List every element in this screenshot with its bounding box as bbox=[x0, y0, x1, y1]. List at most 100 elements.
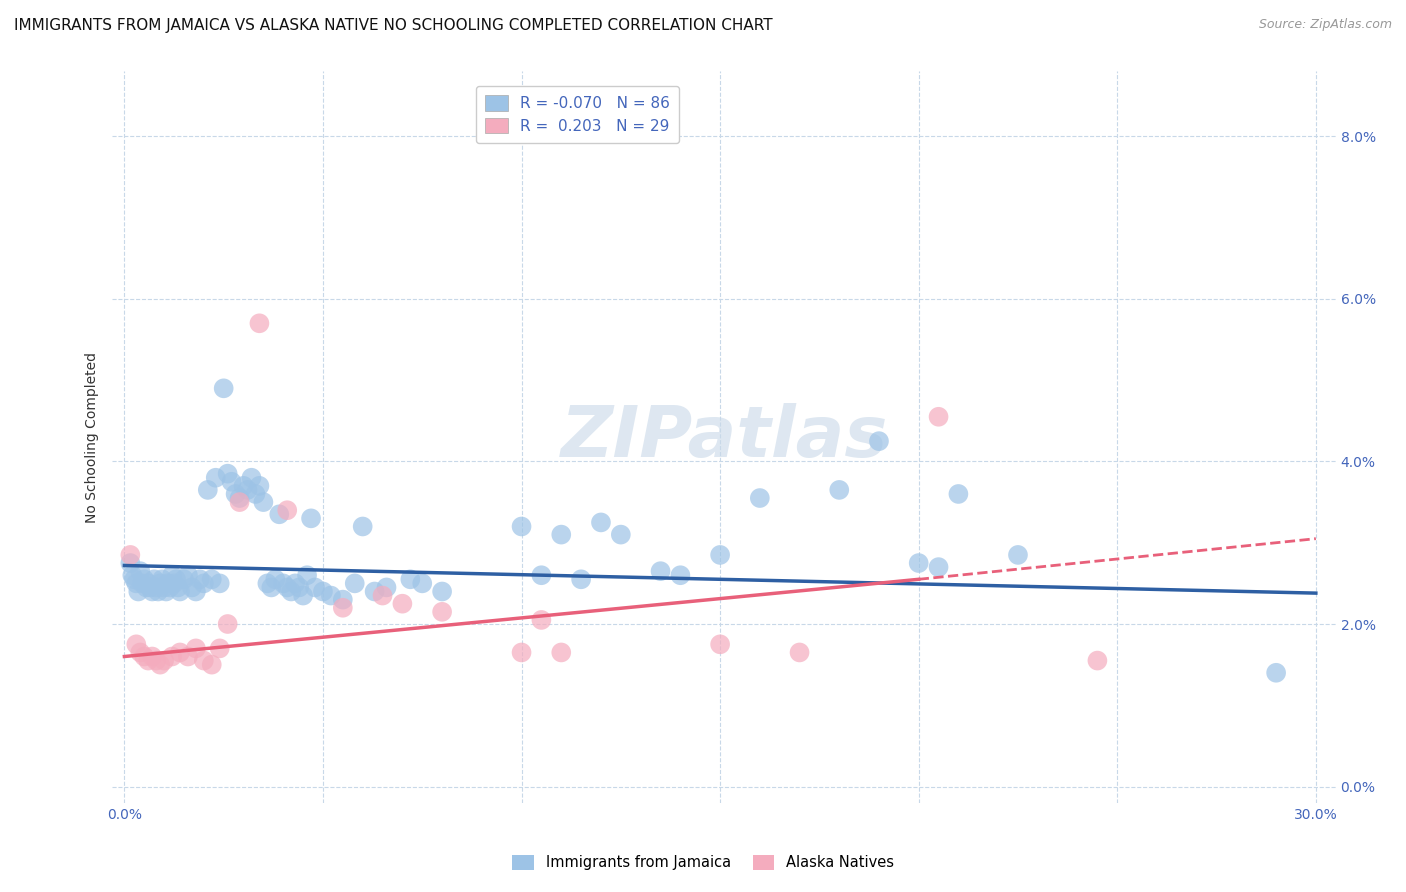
Point bbox=[165, 572, 187, 586]
Text: ZIPatlas: ZIPatlas bbox=[561, 402, 887, 472]
Point bbox=[134, 649, 156, 664]
Point bbox=[789, 645, 811, 659]
Point bbox=[550, 645, 572, 659]
Text: Source: ZipAtlas.com: Source: ZipAtlas.com bbox=[1258, 18, 1392, 31]
Point bbox=[256, 576, 278, 591]
Point bbox=[124, 572, 146, 586]
Point bbox=[193, 576, 215, 591]
Point bbox=[948, 487, 970, 501]
Point bbox=[292, 589, 315, 603]
Point bbox=[709, 637, 731, 651]
Point bbox=[1087, 654, 1109, 668]
Point bbox=[143, 572, 166, 586]
Point bbox=[276, 503, 298, 517]
Point bbox=[184, 584, 207, 599]
Point bbox=[153, 581, 176, 595]
Point bbox=[589, 516, 612, 530]
Point bbox=[264, 572, 287, 586]
Point bbox=[146, 584, 169, 599]
Point bbox=[550, 527, 572, 541]
Point bbox=[193, 654, 215, 668]
Point bbox=[145, 581, 167, 595]
Point bbox=[129, 564, 152, 578]
Point bbox=[125, 576, 148, 591]
Point bbox=[299, 511, 322, 525]
Point bbox=[391, 597, 413, 611]
Point bbox=[260, 581, 283, 595]
Point bbox=[131, 576, 153, 591]
Point bbox=[228, 491, 250, 505]
Point bbox=[928, 560, 950, 574]
Point bbox=[530, 568, 553, 582]
Point bbox=[669, 568, 692, 582]
Point bbox=[201, 572, 224, 586]
Point bbox=[155, 584, 177, 599]
Point bbox=[232, 479, 254, 493]
Point bbox=[134, 572, 156, 586]
Point bbox=[510, 519, 533, 533]
Point bbox=[280, 584, 302, 599]
Point bbox=[163, 576, 186, 591]
Point bbox=[160, 568, 183, 582]
Point bbox=[748, 491, 770, 505]
Point bbox=[399, 572, 422, 586]
Point bbox=[530, 613, 553, 627]
Point bbox=[1007, 548, 1029, 562]
Point bbox=[153, 654, 176, 668]
Point bbox=[157, 576, 180, 591]
Point bbox=[430, 605, 453, 619]
Point bbox=[177, 649, 200, 664]
Point bbox=[149, 657, 172, 672]
Point bbox=[430, 584, 453, 599]
Point bbox=[177, 568, 200, 582]
Legend: Immigrants from Jamaica, Alaska Natives: Immigrants from Jamaica, Alaska Natives bbox=[506, 848, 900, 876]
Point bbox=[375, 581, 398, 595]
Point bbox=[145, 654, 167, 668]
Point bbox=[228, 495, 250, 509]
Point bbox=[225, 487, 247, 501]
Point bbox=[160, 649, 183, 664]
Legend: R = -0.070   N = 86, R =  0.203   N = 29: R = -0.070 N = 86, R = 0.203 N = 29 bbox=[475, 87, 679, 143]
Point bbox=[288, 581, 311, 595]
Point bbox=[149, 576, 172, 591]
Point bbox=[208, 576, 231, 591]
Point bbox=[136, 576, 159, 591]
Point bbox=[208, 641, 231, 656]
Point bbox=[352, 519, 374, 533]
Point bbox=[121, 568, 143, 582]
Point bbox=[217, 467, 239, 481]
Point bbox=[125, 637, 148, 651]
Point bbox=[332, 600, 354, 615]
Point bbox=[371, 589, 394, 603]
Point bbox=[201, 657, 224, 672]
Point bbox=[907, 556, 929, 570]
Point bbox=[169, 584, 191, 599]
Point bbox=[141, 584, 163, 599]
Point bbox=[129, 645, 152, 659]
Point bbox=[212, 381, 235, 395]
Point bbox=[276, 581, 298, 595]
Point bbox=[363, 584, 385, 599]
Point bbox=[332, 592, 354, 607]
Point bbox=[245, 487, 267, 501]
Point bbox=[188, 572, 211, 586]
Point bbox=[510, 645, 533, 659]
Point bbox=[135, 581, 157, 595]
Point bbox=[271, 576, 294, 591]
Y-axis label: No Schooling Completed: No Schooling Completed bbox=[86, 351, 100, 523]
Point bbox=[252, 495, 274, 509]
Point bbox=[610, 527, 633, 541]
Point bbox=[173, 572, 195, 586]
Point bbox=[868, 434, 890, 449]
Point bbox=[304, 581, 326, 595]
Point bbox=[141, 649, 163, 664]
Point bbox=[120, 548, 142, 562]
Point bbox=[127, 584, 149, 599]
Point bbox=[1265, 665, 1288, 680]
Point bbox=[136, 654, 159, 668]
Point bbox=[236, 483, 259, 497]
Point bbox=[650, 564, 672, 578]
Point bbox=[269, 508, 291, 522]
Text: IMMIGRANTS FROM JAMAICA VS ALASKA NATIVE NO SCHOOLING COMPLETED CORRELATION CHAR: IMMIGRANTS FROM JAMAICA VS ALASKA NATIVE… bbox=[14, 18, 773, 33]
Point bbox=[411, 576, 433, 591]
